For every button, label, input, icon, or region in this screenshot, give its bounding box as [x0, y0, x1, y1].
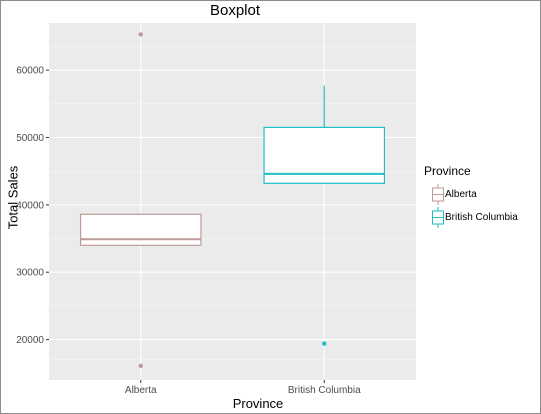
legend-item: British Columbia: [424, 207, 540, 230]
plot-panel: [49, 23, 416, 380]
box-group: [263, 85, 386, 346]
y-tick-label: 30000: [16, 268, 44, 279]
legend-key: [432, 207, 444, 228]
y-tick-label: 20000: [16, 335, 44, 346]
x-tick-label: Alberta: [125, 385, 157, 396]
x-tick-label: British Columbia: [288, 385, 361, 396]
major-gridlines: [49, 23, 416, 380]
y-tick-label: 40000: [16, 200, 44, 211]
legend: Province Alberta British Columbia: [424, 164, 540, 230]
box-group: [79, 32, 202, 369]
outlier-point: [138, 32, 143, 37]
y-axis-title: Total Sales: [5, 165, 21, 230]
x-axis-title: Province: [232, 396, 284, 411]
legend-title: Province: [424, 164, 471, 178]
x-axis: Alberta British Columbia: [125, 380, 361, 396]
y-axis: 20000 30000 40000 50000 60000: [16, 66, 49, 346]
outlier-point: [138, 363, 143, 369]
legend-item: Alberta: [424, 184, 540, 207]
y-tick-label: 60000: [16, 66, 44, 77]
y-tick-label: 50000: [16, 133, 44, 144]
legend-label: Alberta: [445, 189, 477, 200]
chart-title: Boxplot: [209, 2, 261, 19]
box: [79, 213, 202, 246]
legend-key: [432, 184, 444, 205]
outlier-point: [322, 341, 327, 346]
legend-label: British Columbia: [445, 212, 518, 223]
legend-items: Alberta British Columbia: [424, 184, 540, 230]
boxes: [79, 32, 386, 369]
box: [263, 126, 386, 184]
